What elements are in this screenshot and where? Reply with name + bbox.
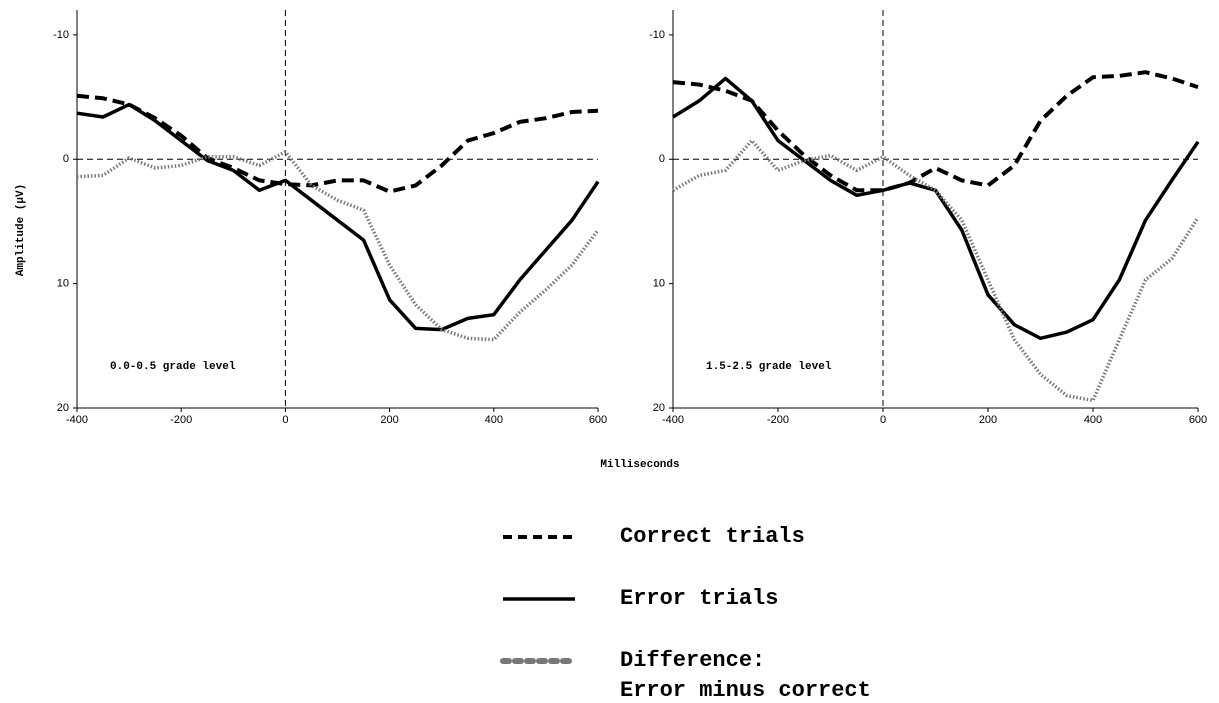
series-line — [76, 150, 600, 342]
x-tick-label: 0 — [880, 414, 886, 426]
x-tick-label: 400 — [1084, 414, 1102, 426]
x-tick-label: 200 — [380, 414, 398, 426]
y-tick-label: 10 — [653, 278, 665, 290]
x-tick-label: -200 — [767, 414, 789, 426]
y-tick-label: 20 — [57, 402, 69, 414]
x-tick-label: 200 — [979, 414, 997, 426]
x-tick-label: 600 — [589, 414, 607, 426]
x-tick-label: -200 — [170, 414, 192, 426]
legend-label: Error trials — [620, 586, 779, 611]
x-axis-label: Milliseconds — [600, 459, 679, 471]
panel-label: 0.0-0.5 grade level — [110, 361, 236, 373]
y-tick-label: 20 — [653, 402, 665, 414]
y-tick-label: 10 — [57, 278, 69, 290]
x-tick-label: -400 — [662, 414, 684, 426]
series-line — [672, 70, 1199, 193]
y-axis-label: Amplitude (µV) — [15, 184, 27, 276]
legend-label: Difference: Error minus correct — [620, 648, 871, 703]
series-line — [672, 76, 1200, 341]
x-tick-label: 400 — [485, 414, 503, 426]
series-line — [76, 93, 599, 194]
x-tick-label: 0 — [282, 414, 288, 426]
x-tick-label: 600 — [1189, 414, 1207, 426]
series-line — [672, 138, 1200, 403]
y-tick-label: -10 — [53, 29, 69, 41]
x-tick-label: -400 — [66, 414, 88, 426]
y-tick-label: 0 — [659, 153, 665, 165]
legend-label: Correct trials — [620, 524, 805, 549]
y-tick-label: -10 — [649, 29, 665, 41]
series-line — [76, 102, 600, 332]
y-tick-label: 0 — [63, 153, 69, 165]
panel-label: 1.5-2.5 grade level — [706, 361, 832, 373]
